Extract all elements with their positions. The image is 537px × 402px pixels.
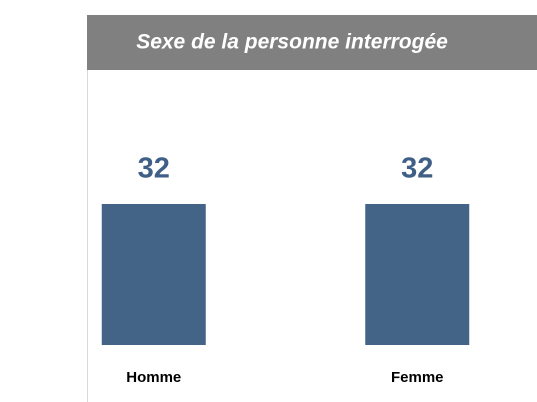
title-band [87,15,537,70]
bar [365,204,470,345]
bar [101,204,206,345]
data-label: 32 [138,153,170,185]
x-tick-label: Femme [391,369,444,386]
x-tick-label: Homme [126,369,181,386]
chart-title: Sexe de la personne interrogée [136,31,448,54]
data-label: 32 [401,153,433,185]
